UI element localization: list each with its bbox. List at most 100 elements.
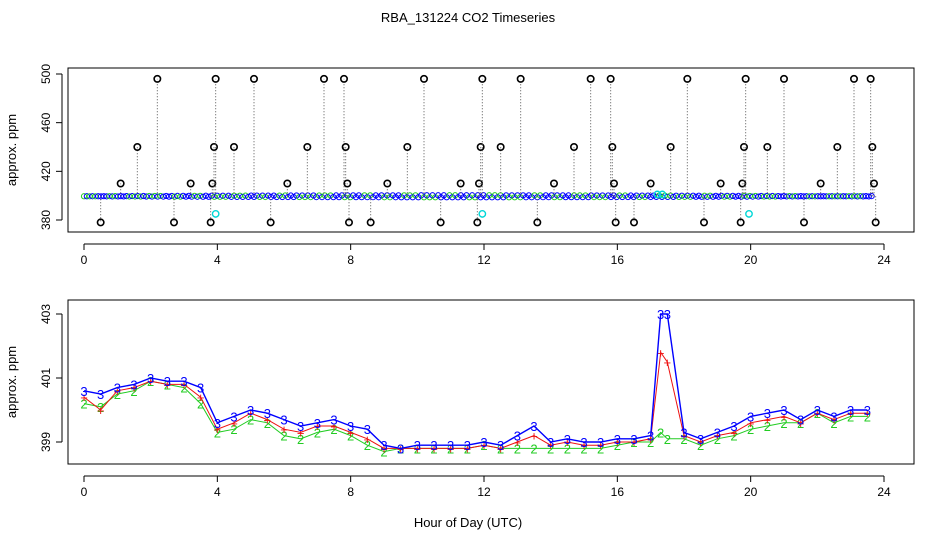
spike-point bbox=[606, 74, 615, 83]
series-green-point: 2 bbox=[97, 400, 104, 415]
series-red-point: + bbox=[147, 374, 155, 389]
spike-point bbox=[799, 218, 808, 227]
series-red-point: + bbox=[580, 438, 588, 453]
spike-point bbox=[833, 143, 842, 152]
bottom-x-tick-label: 16 bbox=[611, 485, 625, 499]
series-green-point: 2 bbox=[530, 441, 537, 456]
series-blue-point: 3 bbox=[414, 438, 421, 453]
spike-point bbox=[403, 143, 412, 152]
series-red-point: + bbox=[80, 390, 88, 405]
series-red-point: + bbox=[180, 377, 188, 392]
series-red-point: + bbox=[130, 381, 138, 396]
series-red-point: + bbox=[514, 435, 522, 450]
figure-title: RBA_131224 CO2 Timeseries bbox=[381, 10, 556, 25]
series-blue-point: 3 bbox=[130, 377, 137, 392]
spike-point bbox=[869, 179, 878, 188]
series-red-point: + bbox=[247, 406, 255, 421]
series-red-point: + bbox=[414, 441, 422, 456]
series-green-point: 2 bbox=[347, 429, 354, 444]
series-blue-point: 3 bbox=[514, 429, 521, 444]
series-blue-line bbox=[83, 313, 868, 450]
spike-point bbox=[133, 143, 142, 152]
top-y-axis-label: approx. ppm bbox=[4, 114, 19, 186]
series-red-point: + bbox=[380, 441, 388, 456]
spike-point bbox=[478, 74, 487, 83]
series-green-point: 2 bbox=[364, 438, 371, 453]
spike-point bbox=[609, 179, 618, 188]
series-blue-point: 3 bbox=[630, 432, 637, 447]
series-red-point: + bbox=[714, 429, 722, 444]
series-red-point: + bbox=[330, 419, 338, 434]
spike-point bbox=[116, 179, 125, 188]
series-red-point: + bbox=[657, 345, 665, 360]
series-blue-point: 3 bbox=[680, 425, 687, 440]
cyan-reading-point bbox=[211, 210, 220, 218]
spike-point bbox=[569, 143, 578, 152]
series-green-point: 2 bbox=[864, 409, 871, 424]
series-red-point: + bbox=[664, 355, 672, 370]
bottom-x-tick-label: 12 bbox=[477, 485, 491, 499]
series-blue-point: 3 bbox=[597, 435, 604, 450]
series-blue-point: 3 bbox=[114, 381, 121, 396]
series-blue-point: 3 bbox=[147, 371, 154, 386]
co2-spike-panel: 0 4 8 12 16 20 24 380 420 460 500 approx. ppm bbox=[4, 64, 915, 267]
series-green-point: 2 bbox=[664, 432, 671, 447]
series-green-point: 2 bbox=[714, 432, 721, 447]
spike-point bbox=[319, 74, 328, 83]
series-green-point: 2 bbox=[647, 435, 654, 450]
spike-point bbox=[716, 179, 725, 188]
spike-point bbox=[666, 143, 675, 152]
series-blue-point: 3 bbox=[247, 403, 254, 418]
spike-point bbox=[516, 74, 525, 83]
series-green-point: 2 bbox=[280, 429, 287, 444]
series-green-point: 2 bbox=[680, 432, 687, 447]
series-blue-point: 3 bbox=[214, 416, 221, 431]
series-red-point: + bbox=[214, 422, 222, 437]
series-green-point: 2 bbox=[114, 387, 121, 402]
top-y-tick-label: 380 bbox=[39, 210, 53, 230]
spike-point bbox=[266, 218, 275, 227]
top-x-tick-label: 4 bbox=[214, 253, 221, 267]
spike-point bbox=[250, 74, 259, 83]
series-green-point: 2 bbox=[197, 397, 204, 412]
series-red-point: + bbox=[797, 416, 805, 431]
series-blue-point: 3 bbox=[347, 419, 354, 434]
cyan-reading-point bbox=[745, 210, 753, 218]
spike-point bbox=[283, 179, 292, 188]
bottom-x-tick-label: 24 bbox=[877, 485, 891, 499]
series-blue-point: 3 bbox=[314, 416, 321, 431]
bottom-y-tick-label: 403 bbox=[39, 304, 53, 324]
series-blue-point: 3 bbox=[297, 419, 304, 434]
series-green-point: 2 bbox=[780, 416, 787, 431]
series-green-point: 2 bbox=[247, 413, 254, 428]
series-green-point: 2 bbox=[657, 425, 664, 440]
series-red-point: + bbox=[780, 409, 788, 424]
spike-point bbox=[739, 143, 748, 152]
top-plot-frame bbox=[67, 67, 915, 233]
series-green-point: 2 bbox=[614, 438, 621, 453]
series-blue-point: 3 bbox=[530, 419, 537, 434]
spike-point bbox=[476, 143, 485, 152]
series-blue-point: 3 bbox=[747, 409, 754, 424]
top-x-tick-label: 16 bbox=[611, 253, 625, 267]
series-blue-point: 3 bbox=[864, 403, 871, 418]
series-blue-point: 3 bbox=[780, 403, 787, 418]
spike-point bbox=[866, 74, 875, 83]
top-y-tick-label: 500 bbox=[39, 64, 53, 84]
series-red-point: + bbox=[447, 441, 455, 456]
spike-point bbox=[849, 74, 858, 83]
series-red-point: + bbox=[347, 425, 355, 440]
series-green-point: 2 bbox=[380, 445, 387, 460]
series-red-point: + bbox=[497, 441, 505, 456]
series-blue-point: 3 bbox=[264, 406, 271, 421]
series-blue-point: 3 bbox=[564, 432, 571, 447]
spike-point bbox=[496, 143, 505, 152]
series-green-point: 2 bbox=[180, 381, 187, 396]
series-blue-point: 3 bbox=[397, 441, 404, 456]
spike-point bbox=[230, 143, 239, 152]
bottom-y-axis-label: approx. ppm bbox=[4, 346, 19, 418]
series-red-point: + bbox=[697, 435, 705, 450]
series-red-point: + bbox=[264, 413, 272, 428]
series-blue-point: 3 bbox=[330, 413, 337, 428]
spike-point bbox=[96, 218, 105, 227]
